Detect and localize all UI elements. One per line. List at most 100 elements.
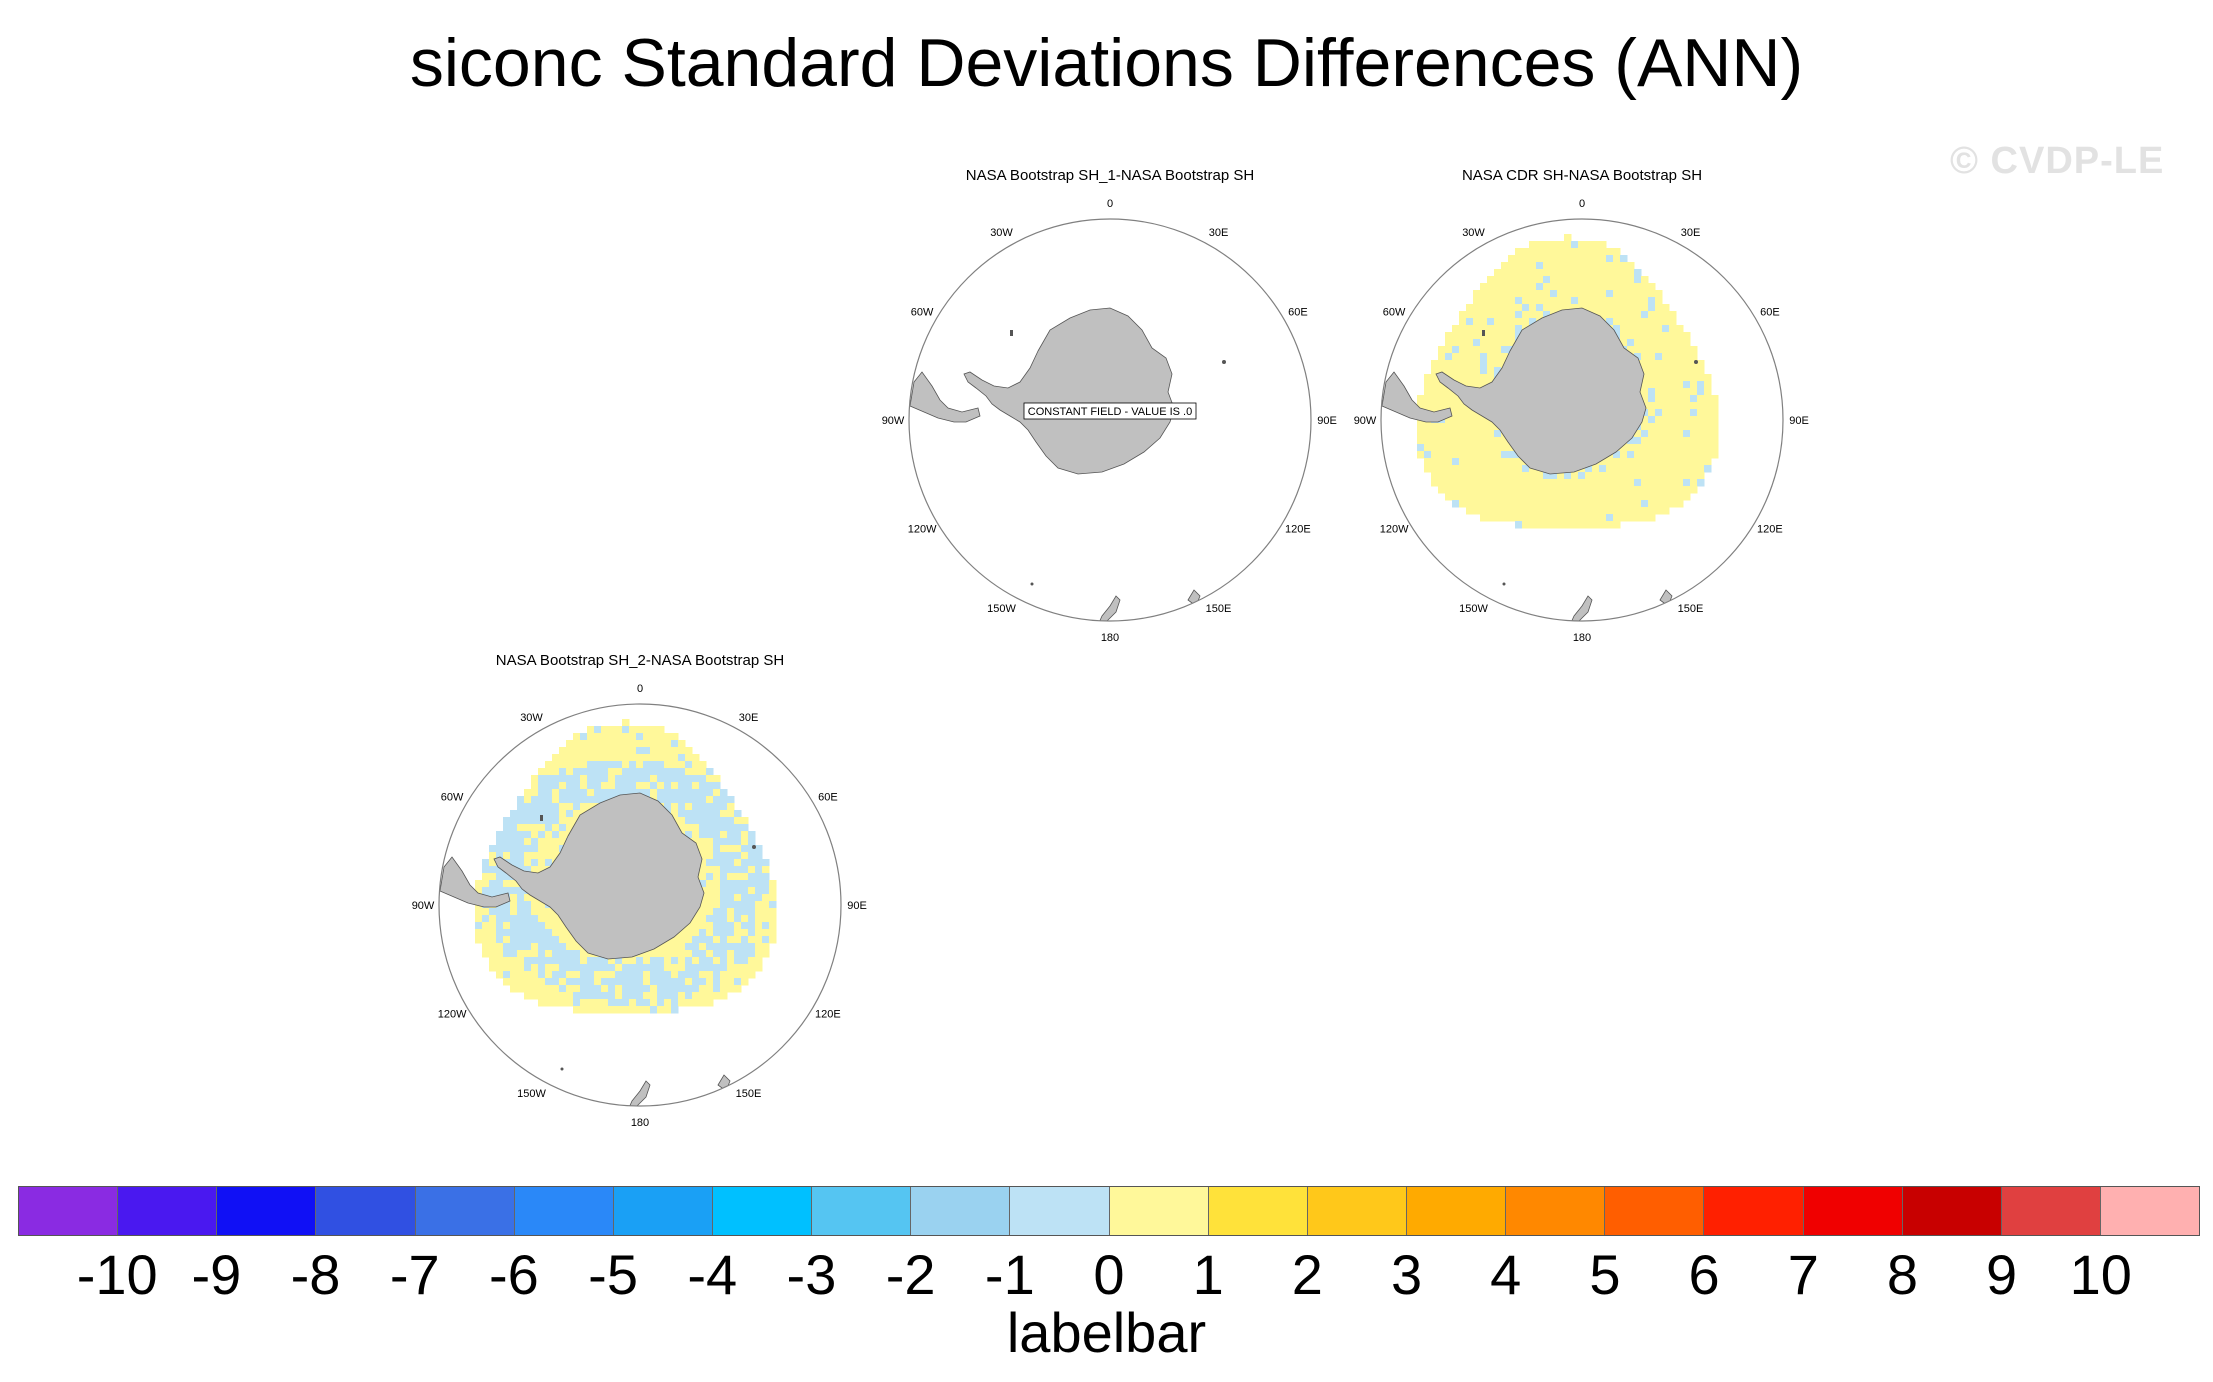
labelbar-tick-labels: -10 -9 -8 -7 -6 -5 -4 -3 -2 -1 0 1 2 3 4 5 6 7 8 9 10 [0,1240,2213,1310]
labelbar-tick-label: -10 [76,1243,158,1306]
labelbar-box [118,1187,218,1235]
longitude-label: 150W [517,1088,546,1100]
panel-title: NASA Bootstrap SH_2-NASA Bootstrap SH [496,652,784,669]
map-border [438,703,842,1107]
labelbar-box [316,1187,416,1235]
labelbar-box [1803,1187,1903,1235]
figure-title: siconc Standard Deviations Differences (… [409,25,1804,101]
longitude-label: 90E [1317,415,1337,427]
longitude-label: 0 [637,683,643,695]
labelbar-box [2100,1187,2200,1235]
labelbar-tick-label: -2 [885,1243,936,1306]
longitude-label: 30E [739,712,759,724]
longitude-label: 180 [1573,632,1591,644]
longitude-label: 30W [1462,227,1485,239]
longitude-label: 90E [847,900,867,912]
longitude-label: 0 [1107,198,1113,210]
labelbar-tick-label: 3 [1390,1243,1423,1306]
labelbar-box [2001,1187,2101,1235]
longitude-label: 120E [815,1009,841,1021]
longitude-label: 120E [1757,524,1783,536]
polar-map [438,703,842,1107]
labelbar-tick-label: 8 [1886,1243,1919,1306]
labelbar-tick-label: 9 [1986,1243,2018,1306]
labelbar-tick-label: 10 [2069,1243,2132,1306]
constant-field-label: CONSTANT FIELD - VALUE IS .0 [1028,406,1192,418]
labelbar-box [19,1187,119,1235]
labelbar-box [1902,1187,2002,1235]
longitude-label: 60E [1288,307,1308,319]
labelbar-tick-label: -5 [588,1243,638,1306]
longitude-label: 90W [1354,415,1377,427]
labelbar-box [1406,1187,1507,1235]
labelbar-box [911,1187,1011,1235]
color-labelbar [18,1186,2200,1236]
labelbar-tick-label: 2 [1291,1243,1323,1306]
longitude-label: 120W [438,1009,467,1021]
longitude-labels: 0 30E 60E 90E 120E 150E 180 150W 120W 90W 60W 30W [1354,198,1809,644]
longitude-label: 150E [1206,603,1232,615]
polar-map [1380,218,1784,622]
watermark: © CVDP-LE [1950,140,2165,182]
labelbar-tick-label: 5 [1589,1243,1621,1306]
labelbar-box [217,1187,317,1235]
longitude-labels: 0 30E 60E 90E 120E 150E 180 150W 120W 90W 60W 30W [882,198,1337,644]
longitude-label: 150E [1678,603,1704,615]
longitude-label: 120W [908,524,937,536]
map-border [908,218,1312,622]
labelbar-tick-label: 1 [1192,1243,1224,1306]
longitude-label: 120E [1285,524,1311,536]
land-mask [909,307,1226,621]
labelbar-tick-label: 0 [1093,1243,1125,1306]
labelbar-box [1010,1187,1110,1235]
labelbar-tick-label: -9 [191,1243,242,1306]
labelbar-box [1109,1187,1209,1235]
labelbar-tick-label: -3 [786,1243,837,1306]
constant-field-note: CONSTANT FIELD - VALUE IS .0 [1023,402,1197,420]
panel-title: NASA Bootstrap SH_1-NASA Bootstrap SH [966,167,1254,184]
labelbar-box [1704,1187,1804,1235]
longitude-label: 90E [1789,415,1809,427]
labelbar-title: labelbar [1006,1301,1207,1364]
longitude-label: 180 [631,1117,649,1129]
longitude-label: 150W [1459,603,1488,615]
labelbar-tick-label: -1 [984,1243,1035,1306]
labelbar-tick-label: -6 [489,1243,539,1306]
longitude-label: 0 [1579,198,1585,210]
labelbar-box [613,1187,713,1235]
map-panel-bootstrap-sh2: NASA Bootstrap SH_2-NASA Bootstrap SH 0 3… [412,652,867,1129]
labelbar-box [1307,1187,1407,1235]
longitude-labels: 0 30E 60E 90E 120E 150E 180 150W 120W 90W 60W 30W [412,683,867,1129]
longitude-label: 30E [1209,227,1229,239]
labelbar-box [712,1187,813,1235]
labelbar-tick-label: 4 [1490,1243,1522,1306]
longitude-label: 120W [1380,524,1409,536]
longitude-label: 150E [736,1088,762,1100]
longitude-label: 30W [520,712,543,724]
map-panel-bootstrap-sh1: NASA Bootstrap SH_1-NASA Bootstrap SH 0 3… [882,167,1337,644]
longitude-label: 180 [1101,632,1119,644]
labelbar-box [1605,1187,1705,1235]
labelbar-tick-label: -8 [290,1243,341,1306]
land-mask [439,792,756,1106]
map-panel-cdr: NASA CDR SH-NASA Bootstrap SH 0 30E 60E 90E… [1354,167,1809,644]
longitude-label: 60E [818,792,838,804]
map-border [1380,218,1784,622]
labelbar-box [1208,1187,1308,1235]
longitude-label: 60W [1383,307,1406,319]
panel-title: NASA CDR SH-NASA Bootstrap SH [1462,167,1702,184]
longitude-label: 30E [1681,227,1701,239]
longitude-label: 150W [987,603,1016,615]
longitude-label: 60W [441,792,464,804]
labelbar-box [415,1187,515,1235]
labelbar-box [1506,1187,1606,1235]
labelbar-box [812,1187,912,1235]
labelbar-tick-label: 7 [1787,1243,1819,1306]
longitude-label: 60E [1760,307,1780,319]
labelbar-box [514,1187,614,1235]
land-mask [1381,307,1698,621]
longitude-label: 60W [911,307,934,319]
longitude-label: 90W [882,415,905,427]
labelbar-tick-label: 6 [1688,1243,1720,1306]
longitude-label: 30W [990,227,1013,239]
